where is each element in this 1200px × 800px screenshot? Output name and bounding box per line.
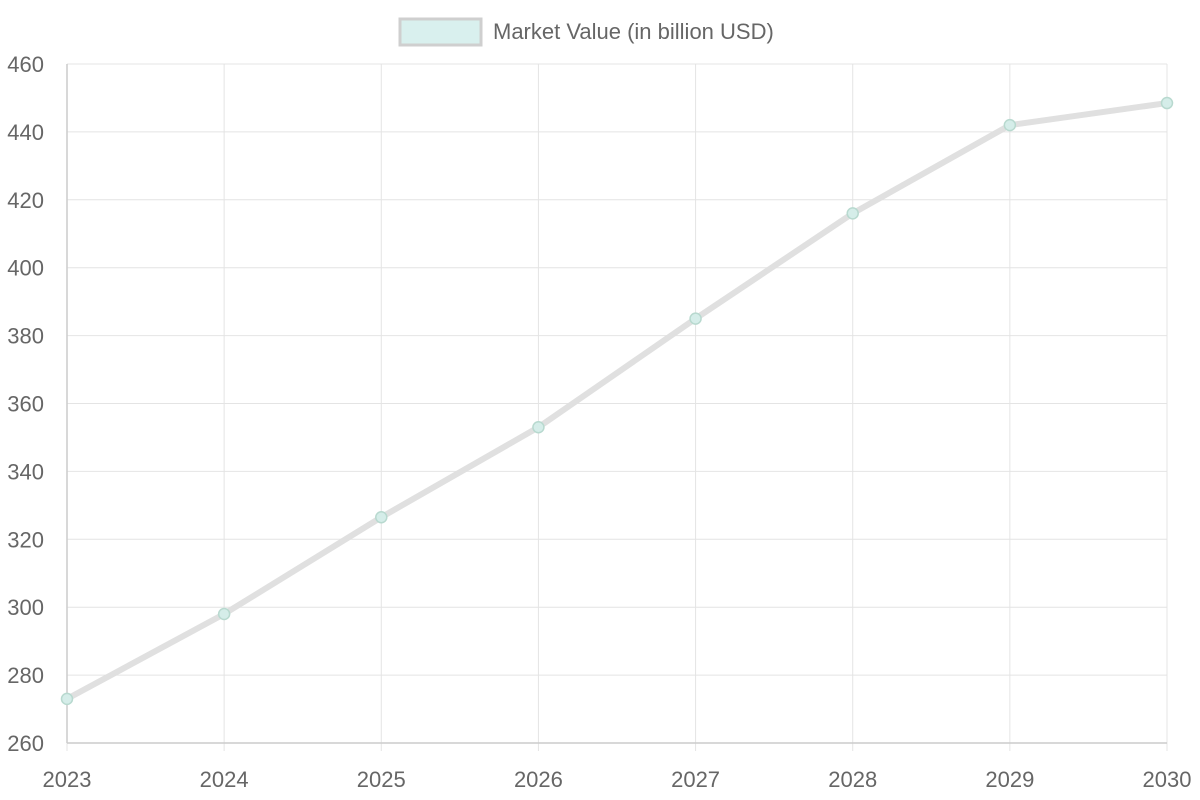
x-tick-label: 2025 (357, 767, 406, 792)
axes (66, 64, 1167, 744)
points-layer (60, 96, 1174, 706)
y-tick-label: 340 (7, 459, 44, 484)
x-axis-ticks: 2023 2024 2025 2026 2027 2028 2029 2030 (43, 767, 1192, 792)
grid (66, 63, 1168, 751)
data-point[interactable] (846, 207, 859, 220)
data-point[interactable] (1003, 118, 1017, 132)
y-tick-label: 300 (7, 595, 44, 620)
x-tick-label: 2024 (200, 767, 249, 792)
data-point[interactable] (375, 510, 388, 524)
series-line-market-value (64, 100, 1170, 702)
y-tick-label: 440 (7, 120, 44, 145)
y-tick-label: 400 (7, 256, 44, 281)
x-tick-label: 2023 (43, 767, 92, 792)
x-tick-label: 2028 (828, 767, 877, 792)
series-layer (64, 100, 1170, 702)
x-tick-label: 2029 (985, 767, 1034, 792)
x-tick-label: 2026 (514, 767, 563, 792)
data-point[interactable] (60, 692, 74, 706)
legend-swatch[interactable] (398, 17, 483, 47)
data-point[interactable] (689, 312, 702, 325)
y-tick-label: 280 (7, 663, 44, 688)
legend-label[interactable]: Market Value (in billion USD) (493, 19, 774, 44)
y-tick-label: 320 (7, 527, 44, 552)
y-tick-label: 260 (7, 731, 44, 756)
x-tick-label: 2027 (671, 767, 720, 792)
y-axis-ticks: 260 280 300 320 340 360 380 400 420 440 460 (7, 52, 44, 756)
y-tick-label: 420 (7, 188, 44, 213)
data-point[interactable] (1160, 96, 1174, 110)
y-tick-label: 460 (7, 52, 44, 77)
y-tick-label: 360 (7, 392, 44, 417)
data-point[interactable] (217, 607, 231, 621)
x-tick-label: 2030 (1143, 767, 1192, 792)
legend[interactable]: Market Value (in billion USD) (398, 17, 774, 47)
y-tick-label: 380 (7, 324, 44, 349)
data-point[interactable] (532, 421, 545, 434)
